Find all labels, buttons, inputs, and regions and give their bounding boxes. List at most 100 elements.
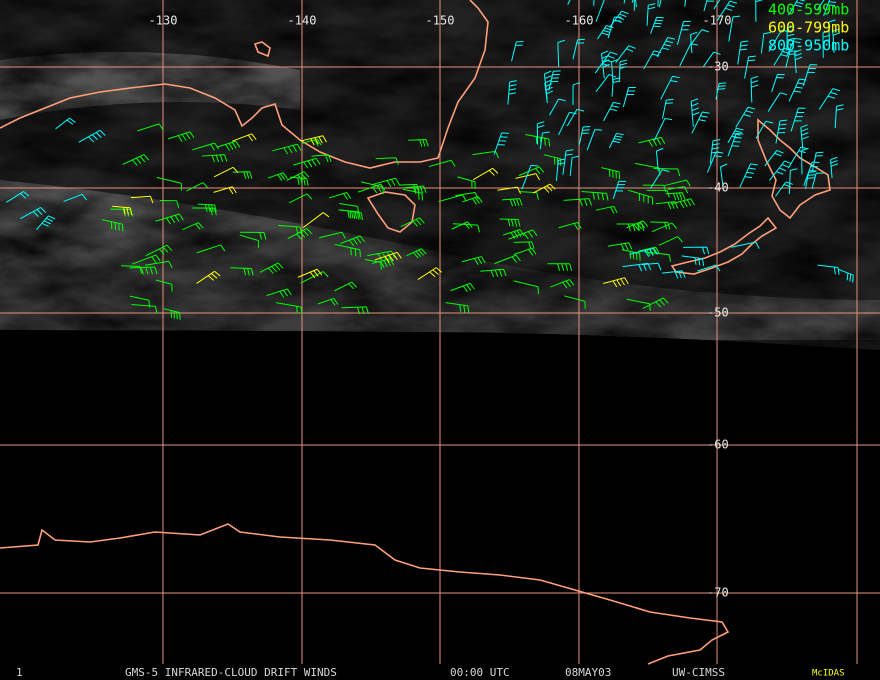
wind-barb [670, 198, 695, 209]
wind-barb [275, 302, 303, 315]
wind-barb [131, 304, 158, 314]
wind-barb [334, 243, 361, 258]
antarctica-coast [0, 523, 730, 665]
wind-barb [319, 231, 346, 239]
labels: -130 -140 -150 -160 -170 -30 -40 -50 -60 -70 400-5… [149, 1, 850, 600]
wind-barb [790, 107, 806, 132]
wind-barb [679, 43, 698, 67]
wind-barb [563, 198, 593, 207]
wind-barb [239, 231, 267, 240]
wind-barb [802, 64, 818, 86]
wind-barb [300, 135, 327, 146]
latitude-label: -70 [707, 586, 729, 600]
wind-barb [786, 25, 795, 51]
wind-barb [555, 158, 566, 182]
wind-barb [662, 270, 686, 279]
wind-barb [608, 132, 624, 149]
wind-barb [622, 86, 636, 108]
wind-barb [586, 129, 603, 151]
wind-barb [196, 244, 226, 254]
wind-barb [457, 176, 476, 190]
wind-barb [232, 133, 257, 142]
product-title: GMS-5 INFRARED-CLOUD DRIFT WINDS [125, 666, 337, 679]
wind-barb [650, 169, 670, 189]
wind-barb [20, 207, 47, 220]
wind-barb [428, 159, 456, 168]
wind-barb [638, 246, 660, 256]
wind-barb [626, 298, 651, 312]
legend-entry: 600-799mb [768, 19, 849, 37]
wind-barb [691, 111, 710, 134]
wind-barb [6, 191, 30, 203]
wind-barb [513, 247, 537, 256]
wind-barb [667, 186, 689, 194]
wind-barb [622, 262, 652, 272]
wind-barb [557, 39, 565, 68]
wind-barb [232, 171, 253, 179]
wind-barb [213, 186, 237, 195]
wind-barb [702, 51, 721, 68]
wind-barb [838, 268, 854, 283]
wind-barb [501, 198, 523, 207]
wind-barb [129, 266, 158, 275]
wind-barb [581, 190, 609, 201]
wind-barb [450, 282, 475, 293]
australia-coast [0, 0, 489, 169]
wind-barb [642, 297, 669, 309]
wind-barb [609, 10, 629, 28]
wind-barb [300, 271, 329, 284]
wind-barb [507, 80, 517, 105]
wind-barb [788, 168, 798, 195]
wind-barb [372, 177, 400, 188]
wind-barb [626, 220, 649, 231]
footer: 1 GMS-5 INFRARED-CLOUD DRIFT WINDS 00:00… [16, 666, 845, 679]
wind-barb [192, 207, 217, 216]
wind-barb [297, 268, 323, 279]
latitude-label: -30 [707, 60, 729, 74]
wind-barb [660, 75, 680, 100]
wind-barb [715, 82, 727, 100]
wind-barb [750, 75, 759, 103]
wind-barb [655, 201, 679, 210]
wind-barb [832, 28, 841, 53]
wind-barb [601, 167, 621, 180]
wind-barb [549, 98, 566, 116]
wind-barb [786, 37, 802, 57]
wind-barb [144, 260, 173, 269]
wind-barb [817, 264, 840, 275]
wind-barb [771, 73, 785, 93]
legend-entry: 400-599mb [768, 1, 849, 19]
wind-barb [472, 150, 499, 159]
wind-barb [515, 173, 541, 181]
wind-barb [511, 41, 524, 62]
wind-barb [417, 267, 443, 280]
legend-entry: 800-950mb [768, 37, 849, 55]
wind-barb [719, 163, 728, 191]
wind-barb [461, 256, 486, 265]
wind-barb [341, 306, 370, 315]
wind-barb [543, 70, 552, 100]
wind-barb [122, 154, 150, 166]
wind-barb [628, 189, 654, 205]
software: McIDAS [812, 669, 845, 679]
wind-barb [773, 47, 792, 66]
wind-barb [572, 38, 585, 60]
wind-barb [536, 121, 545, 145]
wind-barb [823, 0, 837, 16]
island-coast [253, 41, 271, 58]
wind-barb [775, 181, 793, 197]
wind-barb [794, 49, 803, 73]
wind-barb [650, 221, 671, 230]
wind-barb [805, 171, 816, 190]
longitude-label: -140 [288, 14, 317, 28]
tasmania-coast [366, 191, 416, 233]
wind-barb [834, 104, 844, 129]
wind-barb [547, 263, 573, 271]
wind-barb [665, 192, 686, 201]
wind-barb [681, 255, 705, 266]
wind-barb [192, 142, 220, 151]
wind-barb [629, 247, 658, 257]
wind-barb [621, 249, 641, 261]
wind-barb [569, 155, 580, 176]
